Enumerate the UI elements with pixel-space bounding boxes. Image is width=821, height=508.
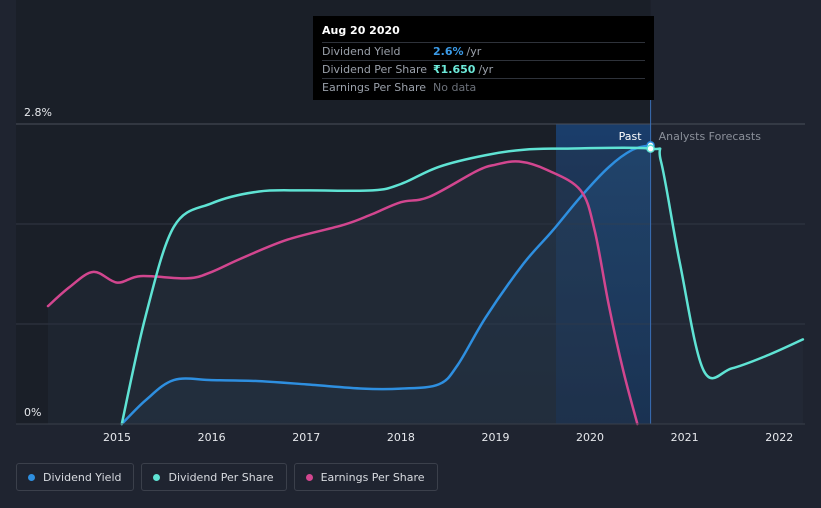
x-tick-label: 2020: [576, 431, 604, 444]
series-area-earnings-per-share: [48, 161, 638, 424]
tooltip-row-name: Earnings Per Share: [322, 81, 427, 94]
legend-item-earnings-per-share[interactable]: Earnings Per Share: [293, 463, 438, 491]
series-area-dividend-yield: [121, 145, 651, 424]
tooltip-row-value: No data: [433, 81, 477, 94]
past-label: Past: [619, 130, 643, 143]
marker-layer: [646, 141, 655, 153]
tooltip-row-dividend-yield: Dividend Yield 2.6% /yr: [322, 42, 645, 60]
tooltip-row-value: ₹1.650: [433, 63, 476, 76]
legend-label: Dividend Per Share: [168, 470, 274, 484]
tooltip-date: Aug 20 2020: [322, 24, 400, 37]
x-tick-label: 2022: [765, 431, 793, 444]
x-tick-label: 2017: [292, 431, 320, 444]
legend-label: Dividend Yield: [43, 470, 122, 484]
tooltip-row-dividend-per-share: Dividend Per Share ₹1.650 /yr: [322, 60, 645, 78]
x-tick-labels: 2015 2016 2017 2018 2019 2020 2021 2022: [103, 431, 793, 444]
series-line-earnings-per-share: [46, 160, 639, 426]
legend: Dividend Yield Dividend Per Share Earnin…: [16, 463, 445, 491]
x-tick-label: 2021: [671, 431, 699, 444]
legend-dot-icon: [28, 473, 35, 481]
x-tick-label: 2019: [481, 431, 509, 444]
tooltip-row-value: 2.6%: [433, 45, 464, 58]
forecast-label: Analysts Forecasts: [659, 130, 762, 143]
tooltip-row-earnings-per-share: Earnings Per Share No data: [322, 78, 645, 96]
x-tick-label: 2016: [198, 431, 226, 444]
tooltip: Aug 20 2020 Dividend Yield 2.6% /yr Divi…: [313, 16, 654, 100]
series-area-dividend-per-share: [121, 147, 803, 424]
tooltip-row-name: Dividend Per Share: [322, 63, 428, 76]
y-bottom-label: 0%: [24, 406, 41, 419]
legend-item-dividend-yield[interactable]: Dividend Yield: [16, 463, 135, 491]
x-tick-label: 2018: [387, 431, 415, 444]
legend-label: Earnings Per Share: [320, 470, 425, 484]
area-layer: [48, 145, 803, 424]
legend-dot-icon: [305, 473, 313, 481]
legend-item-dividend-per-share[interactable]: Dividend Per Share: [141, 463, 287, 491]
x-tick-label: 2015: [103, 431, 131, 444]
series-line-dividend-per-share: [120, 146, 805, 426]
series-line-dividend-yield: [120, 144, 652, 426]
legend-dot-icon: [153, 473, 161, 481]
line-layer: [46, 144, 805, 426]
y-top-label: 2.8%: [24, 106, 52, 119]
tooltip-row-unit: /yr: [466, 45, 482, 58]
marker-dividend-per-share: [646, 144, 655, 153]
tooltip-row-unit: /yr: [478, 63, 494, 76]
tooltip-row-name: Dividend Yield: [322, 45, 401, 58]
